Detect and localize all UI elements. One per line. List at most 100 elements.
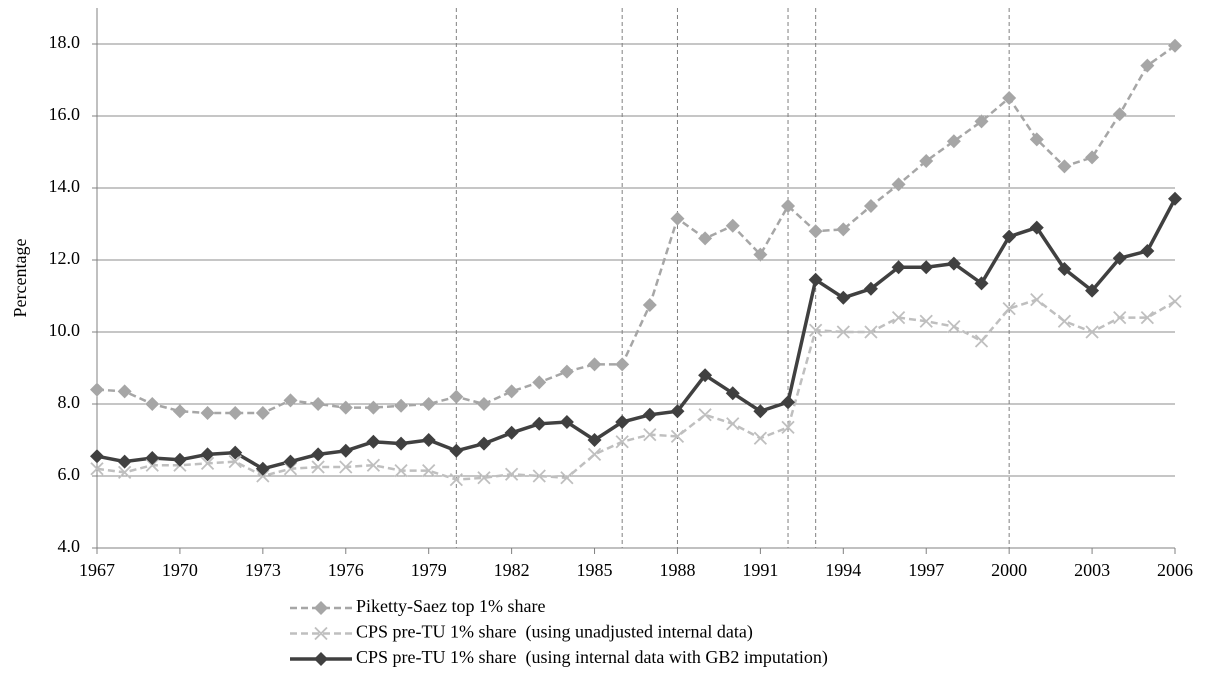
marker <box>781 420 795 435</box>
legend-marker <box>314 652 328 666</box>
marker <box>836 222 851 237</box>
marker <box>200 447 215 462</box>
y-tick-label: 16.0 <box>49 104 81 124</box>
marker <box>891 177 906 192</box>
marker <box>476 436 491 451</box>
marker <box>919 314 933 328</box>
marker <box>90 449 104 464</box>
marker <box>117 384 132 399</box>
marker <box>587 447 602 462</box>
series-line <box>96 197 1177 471</box>
marker <box>698 408 712 422</box>
marker <box>1168 294 1182 309</box>
marker <box>1002 229 1017 244</box>
marker <box>504 384 519 399</box>
marker <box>670 429 685 444</box>
marker <box>725 386 740 401</box>
marker <box>1112 107 1127 122</box>
y-tick-label: 18.0 <box>49 32 81 52</box>
marker <box>228 445 243 460</box>
marker <box>1168 38 1182 53</box>
marker <box>200 456 215 471</box>
x-tick-label: 1994 <box>825 560 861 580</box>
marker <box>476 397 491 411</box>
marker <box>615 415 630 429</box>
y-tick-label: 10.0 <box>49 320 81 340</box>
series-line <box>96 298 1176 481</box>
marker <box>338 400 353 415</box>
marker <box>1085 283 1100 298</box>
marker <box>255 461 270 476</box>
marker <box>532 469 546 483</box>
marker <box>311 447 326 462</box>
marker <box>283 454 298 469</box>
y-tick-label: 12.0 <box>49 248 81 268</box>
marker <box>449 472 463 487</box>
marker <box>670 404 685 419</box>
y-tick-label: 8.0 <box>58 392 81 412</box>
marker <box>504 425 519 440</box>
x-tick-label: 1982 <box>494 560 530 580</box>
marker <box>725 218 740 233</box>
marker <box>1085 325 1099 339</box>
marker <box>366 434 381 449</box>
marker <box>753 404 768 419</box>
marker <box>172 452 187 467</box>
marker <box>753 431 768 445</box>
marker <box>256 469 270 483</box>
marker <box>587 357 602 372</box>
marker <box>145 458 159 472</box>
marker <box>615 357 630 372</box>
legend-marker <box>314 626 328 641</box>
marker <box>449 389 464 404</box>
marker <box>1140 244 1155 258</box>
x-tick-label: 1967 <box>79 560 115 580</box>
marker <box>1057 314 1072 328</box>
marker <box>90 462 104 476</box>
marker <box>1029 132 1044 147</box>
x-tick-label: 1991 <box>742 560 778 580</box>
x-tick-label: 2003 <box>1074 560 1110 580</box>
marker <box>200 406 215 420</box>
y-tick-label: 14.0 <box>49 176 81 196</box>
marker <box>643 427 657 442</box>
marker <box>642 407 657 422</box>
marker <box>421 397 436 411</box>
marker <box>228 454 242 469</box>
x-tick-label: 1979 <box>411 560 447 580</box>
x-tick-label: 1970 <box>162 560 198 580</box>
marker <box>118 465 132 480</box>
legend-label: Piketty-Saez top 1% share <box>356 596 545 616</box>
marker <box>1168 191 1182 206</box>
marker <box>1113 310 1127 325</box>
marker <box>559 415 574 429</box>
marker <box>532 416 547 431</box>
marker <box>145 397 160 411</box>
marker <box>172 404 187 419</box>
marker <box>753 247 768 262</box>
legend-label: CPS pre-TU 1% share (using internal data… <box>356 647 828 668</box>
marker <box>1002 301 1016 316</box>
marker <box>477 471 491 485</box>
marker <box>698 368 713 383</box>
marker <box>974 334 989 348</box>
marker <box>809 323 823 337</box>
marker <box>947 319 961 334</box>
marker <box>394 463 408 478</box>
marker <box>145 451 160 465</box>
marker <box>919 154 934 168</box>
marker <box>946 134 961 149</box>
marker <box>642 298 657 312</box>
marker <box>1112 251 1127 266</box>
marker <box>283 462 298 476</box>
marker <box>1002 91 1017 105</box>
marker <box>781 395 796 410</box>
marker <box>366 458 381 472</box>
x-tick-label: 1985 <box>577 560 613 580</box>
x-tick-label: 1973 <box>245 560 281 580</box>
marker <box>339 460 353 474</box>
marker <box>891 310 906 325</box>
y-tick-label: 4.0 <box>58 536 81 556</box>
x-tick-label: 2000 <box>991 560 1027 580</box>
